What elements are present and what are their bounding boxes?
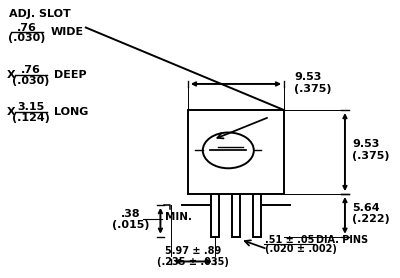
- Text: MIN.: MIN.: [165, 212, 192, 222]
- Text: .51 ± .05: .51 ± .05: [266, 235, 315, 245]
- Text: LONG: LONG: [54, 107, 89, 117]
- Text: 9.53: 9.53: [294, 72, 321, 82]
- Bar: [210, 194, 219, 237]
- Text: X: X: [7, 107, 16, 117]
- Bar: [253, 194, 262, 237]
- Text: WIDE: WIDE: [50, 27, 84, 37]
- Text: (.015): (.015): [112, 220, 150, 230]
- Text: (.124): (.124): [12, 113, 50, 123]
- Text: .38: .38: [121, 209, 141, 219]
- Text: DEEP: DEEP: [54, 70, 87, 80]
- Text: 9.53: 9.53: [352, 139, 379, 149]
- Bar: [188, 110, 284, 194]
- Text: .76: .76: [21, 65, 41, 75]
- Text: (.020 ± .002): (.020 ± .002): [266, 244, 337, 254]
- Text: (.235 ± .035): (.235 ± .035): [157, 257, 229, 267]
- Text: (.030): (.030): [12, 76, 50, 86]
- Text: (.375): (.375): [352, 151, 390, 161]
- Text: (.222): (.222): [352, 214, 390, 224]
- Text: ADJ. SLOT: ADJ. SLOT: [9, 9, 71, 19]
- Text: .76: .76: [17, 23, 37, 33]
- Text: 5.97 ± .89: 5.97 ± .89: [165, 246, 221, 256]
- Text: (.030): (.030): [8, 33, 46, 43]
- Text: (.375): (.375): [294, 84, 332, 94]
- Text: 5.64: 5.64: [352, 203, 380, 214]
- Text: DIA. PINS: DIA. PINS: [316, 235, 369, 245]
- Text: 3.15: 3.15: [17, 102, 44, 112]
- Text: X: X: [7, 70, 16, 80]
- Bar: [232, 194, 240, 237]
